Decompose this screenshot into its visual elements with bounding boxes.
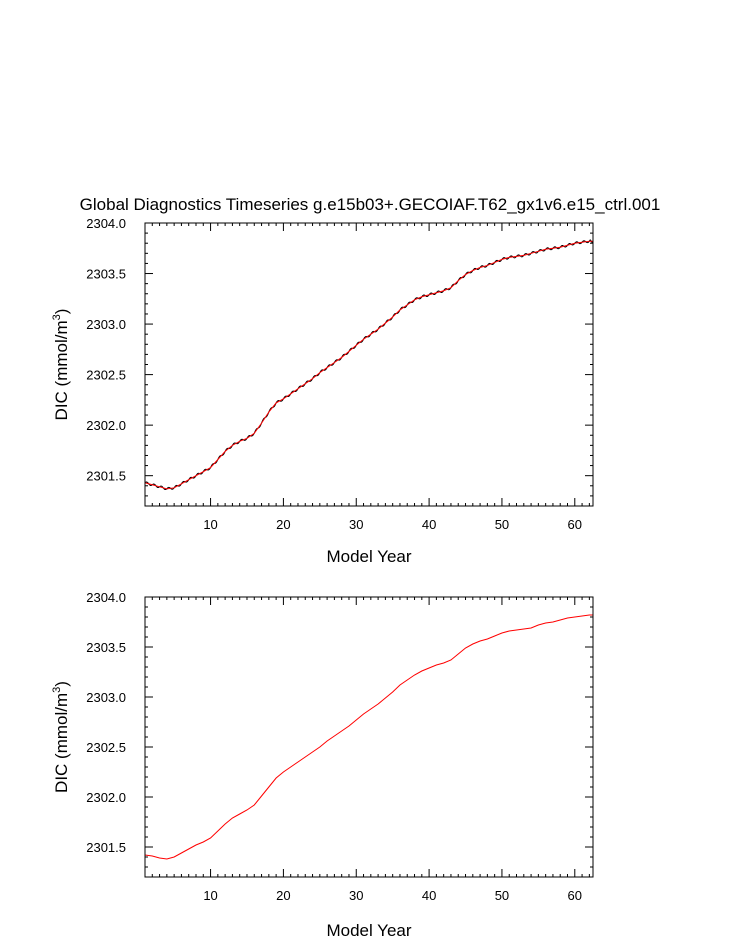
y-tick-label: 2302.5 <box>86 368 126 383</box>
bottom-x-axis-label: Model Year <box>326 921 411 940</box>
x-tick-label: 50 <box>495 888 509 903</box>
x-tick-label: 50 <box>495 517 509 532</box>
top-x-axis-label: Model Year <box>326 547 411 566</box>
x-tick-label: 20 <box>276 888 290 903</box>
bottom-tick-layer: 10 20 30 40 50 60 2301.5 2302.0 2302.5 2303.0 2303… <box>86 590 593 903</box>
y-tick-label: 2303.5 <box>86 267 126 282</box>
y-tick-label: 2303.5 <box>86 640 126 655</box>
y-tick-label: 2304.0 <box>86 590 126 605</box>
x-tick-label: 10 <box>203 517 217 532</box>
y-tick-label: 2302.0 <box>86 790 126 805</box>
chart-title: Global Diagnostics Timeseries g.e15b03+.… <box>80 195 661 214</box>
top-annual-mean-line <box>144 240 593 490</box>
top-tick-layer: 10 20 30 40 50 60 2301.5 2302.0 2302.5 2303.0 2303… <box>86 216 593 532</box>
top-monthly-series-line <box>144 239 594 491</box>
x-tick-label: 20 <box>276 517 290 532</box>
y-tick-label: 2301.5 <box>86 840 126 855</box>
y-tick-label: 2304.0 <box>86 216 126 231</box>
y-tick-label: 2302.5 <box>86 740 126 755</box>
bottom-panel: 10 20 30 40 50 60 2301.5 2302.0 2302.5 2303.0 2303… <box>51 590 594 940</box>
x-tick-label: 30 <box>349 517 363 532</box>
x-tick-label: 30 <box>349 888 363 903</box>
top-y-axis-label: DIC (mmol/m3) <box>51 309 71 421</box>
x-tick-label: 60 <box>568 517 582 532</box>
top-panel: 10 20 30 40 50 60 2301.5 2302.0 2302.5 2303.0 2303… <box>51 216 594 566</box>
x-tick-label: 60 <box>568 888 582 903</box>
bottom-y-axis-label-main: DIC (mmol/m <box>52 693 71 793</box>
x-tick-label: 40 <box>422 888 436 903</box>
bottom-y-axis-label: DIC (mmol/m3) <box>51 681 71 793</box>
bottom-y-axis-label-end: ) <box>52 681 71 687</box>
top-y-axis-label-end: ) <box>52 309 71 315</box>
bottom-y-axis-label-sup: 3 <box>51 687 63 693</box>
y-tick-label: 2302.0 <box>86 418 126 433</box>
top-plot-frame <box>144 222 594 507</box>
y-tick-label: 2303.0 <box>86 317 126 332</box>
x-tick-label: 10 <box>203 888 217 903</box>
top-y-axis-label-main: DIC (mmol/m <box>52 320 71 420</box>
bottom-annual-mean-line <box>144 614 593 860</box>
x-tick-label: 40 <box>422 517 436 532</box>
bottom-plot-frame <box>144 596 594 878</box>
top-y-axis-label-sup: 3 <box>51 314 63 320</box>
top-series-layer <box>144 239 594 491</box>
y-tick-label: 2303.0 <box>86 690 126 705</box>
bottom-series-layer <box>144 614 593 860</box>
y-tick-label: 2301.5 <box>86 469 126 484</box>
